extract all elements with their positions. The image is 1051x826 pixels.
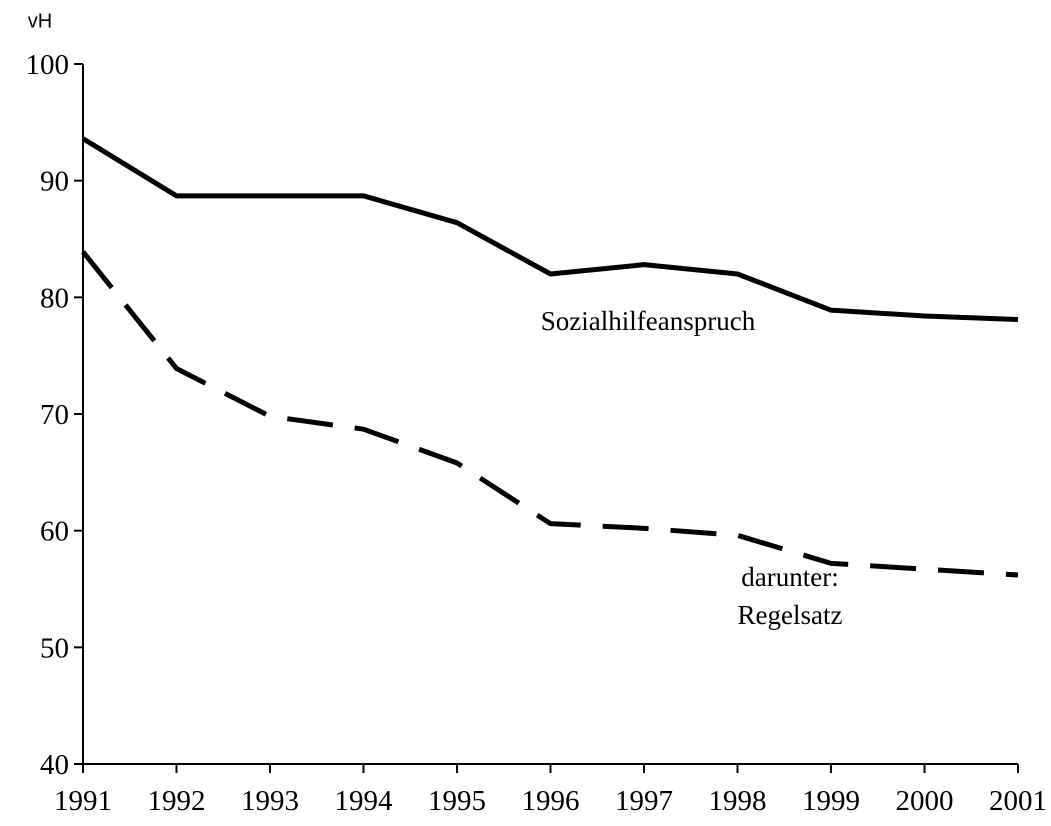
y-tick-label: 60 [40,516,69,548]
y-axis-label: vH [28,10,52,32]
x-tick-label: 1991 [54,785,112,817]
y-tick-label: 100 [26,49,70,81]
series-line [81,136,1019,322]
x-tick-label: 2001 [989,785,1047,817]
series-label: Regelsatz [738,600,843,630]
x-tick-label: 1998 [709,785,767,817]
y-tick-label: 80 [40,282,69,314]
y-tick-label: 90 [40,166,69,198]
series-line [81,250,1019,578]
series-label: darunter: [741,562,838,592]
x-tick-label: 1994 [335,785,394,817]
y-tick-label: 70 [40,399,69,431]
x-tick-label: 1997 [615,785,673,817]
x-tick-label: 1999 [802,785,860,817]
x-tick-label: 1996 [522,785,580,817]
y-tick-label: 40 [40,749,69,781]
x-tick-label: 1992 [148,785,206,817]
x-tick-label: 1995 [428,785,486,817]
x-tick-label: 2000 [896,785,954,817]
y-tick-label: 50 [40,632,69,664]
x-tick-label: 1993 [241,785,299,817]
series-label: Sozialhilfeanspruch [541,306,756,336]
